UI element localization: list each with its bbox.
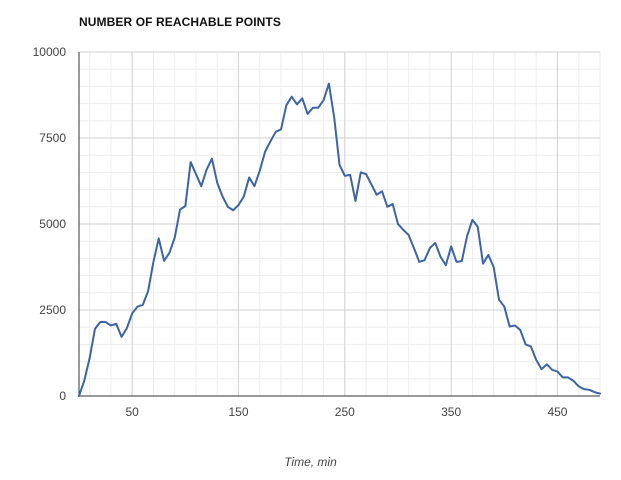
x-tick-label: 150 — [228, 405, 248, 419]
series-group — [78, 82, 601, 397]
x-tick-label: 250 — [335, 405, 355, 419]
y-tick-label: 7500 — [39, 131, 66, 145]
x-tick-labels: 50 150 250 350 450 — [125, 405, 567, 419]
axes — [78, 52, 600, 397]
x-axis-label: Time, min — [284, 455, 337, 469]
chart-title: NUMBER OF REACHABLE POINTS — [79, 15, 281, 29]
x-tick-label: 450 — [547, 405, 567, 419]
y-tick-label: 2500 — [39, 303, 66, 317]
major-gridlines — [79, 51, 600, 396]
y-tick-label: 0 — [59, 389, 66, 403]
x-tick-label: 350 — [441, 405, 461, 419]
series-line — [78, 82, 601, 397]
y-tick-labels: 0 2500 5000 7500 10000 — [33, 45, 67, 403]
y-tick-label: 5000 — [39, 217, 66, 231]
y-tick-label: 10000 — [33, 45, 67, 59]
x-tick-label: 50 — [125, 405, 139, 419]
